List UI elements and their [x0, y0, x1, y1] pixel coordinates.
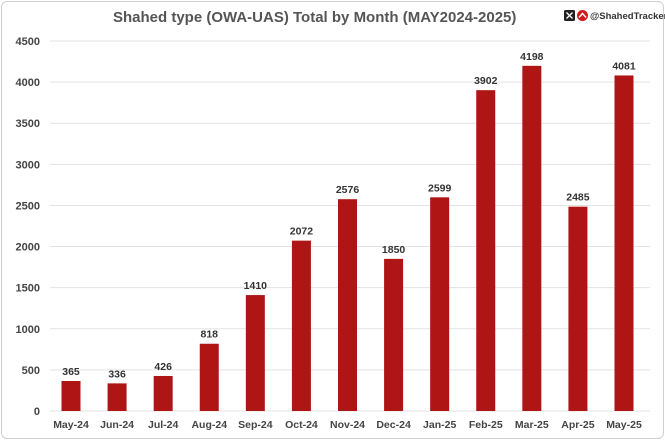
bar-sep-24 [245, 295, 265, 411]
x-tick-label: Nov-24 [330, 419, 365, 431]
bar-jun-24 [107, 383, 127, 411]
x-logo-icon [564, 10, 575, 21]
data-label: 3902 [474, 75, 498, 87]
data-label: 2599 [428, 182, 452, 194]
data-label: 2485 [566, 192, 590, 204]
data-label: 426 [154, 361, 172, 373]
y-tick-label: 4000 [16, 77, 40, 89]
x-tick-label: Oct-24 [285, 419, 318, 431]
data-label: 1410 [244, 280, 268, 292]
x-tick-label: Jan-25 [423, 419, 456, 431]
y-tick-label: 2000 [16, 242, 40, 254]
shahed-tracker-logo-icon [577, 10, 588, 21]
bar-nov-24 [338, 199, 357, 411]
x-tick-label: Sep-24 [238, 419, 273, 431]
x-tick-label: May-24 [53, 419, 89, 431]
y-tick-label: 500 [22, 365, 40, 377]
x-tick-label: Apr-25 [561, 419, 594, 431]
bar-mar-25 [522, 65, 542, 411]
data-label: 4081 [612, 60, 636, 72]
x-tick-label: Dec-24 [376, 419, 411, 431]
x-tick-label: Aug-24 [191, 419, 227, 431]
bar-feb-25 [476, 90, 496, 412]
bar-oct-24 [291, 240, 311, 411]
x-tick-label: Jun-24 [100, 419, 134, 431]
data-label: 336 [108, 368, 126, 380]
bar-may-24 [61, 380, 81, 411]
data-label: 2576 [336, 184, 360, 196]
y-tick-label: 0 [34, 406, 40, 418]
y-tick-label: 4500 [16, 36, 40, 48]
data-label: 2072 [290, 226, 314, 238]
y-tick-label: 1500 [16, 283, 40, 295]
data-label: 1850 [382, 244, 406, 256]
bar-jul-24 [153, 375, 173, 411]
y-tick-label: 2500 [16, 200, 40, 212]
bar-apr-25 [568, 206, 588, 411]
data-label: 365 [62, 366, 80, 378]
y-tick-label: 1000 [16, 324, 40, 336]
bar-dec-24 [384, 258, 404, 411]
y-tick-label: 3500 [16, 118, 40, 130]
x-tick-label: May-25 [606, 419, 642, 431]
x-tick-label: Mar-25 [515, 419, 549, 431]
chart-title: Shahed type (OWA-UAS) Total by Month (MA… [113, 9, 516, 26]
bar-may-25 [614, 75, 634, 411]
bar-jan-25 [430, 197, 450, 411]
y-tick-label: 3000 [16, 159, 40, 171]
bar-aug-24 [199, 343, 219, 411]
data-label: 818 [200, 329, 218, 341]
data-label: 4198 [520, 51, 544, 63]
brand-handle: @ShahedTracker [590, 11, 665, 22]
x-tick-label: Feb-25 [469, 419, 503, 431]
x-tick-label: Jul-24 [148, 419, 179, 431]
